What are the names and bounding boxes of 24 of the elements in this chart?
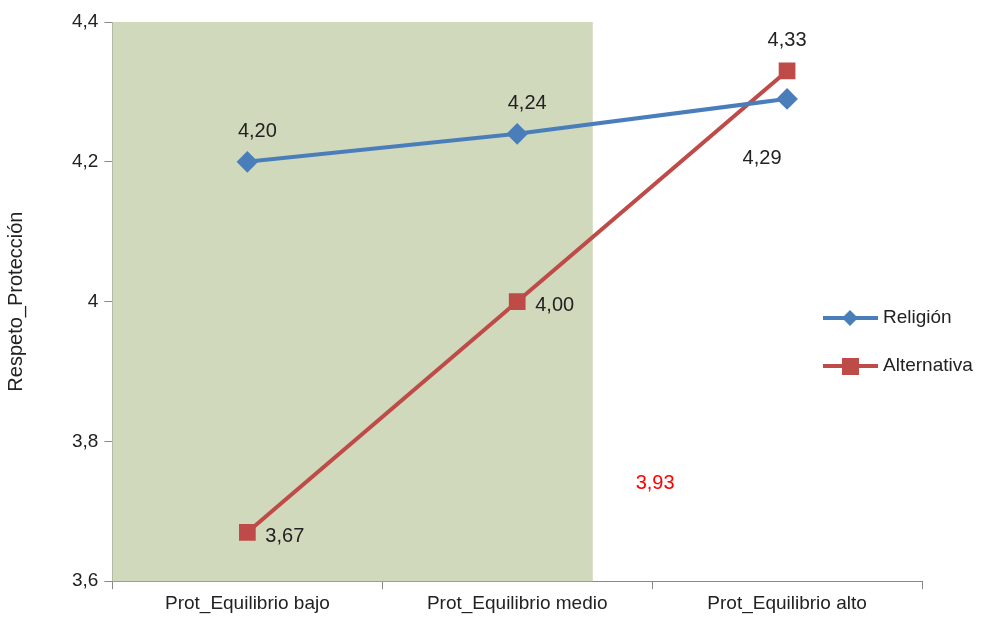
- point: [508, 293, 526, 310]
- annotation: 3,93: [635, 470, 675, 493]
- data-label: 4,24: [507, 91, 547, 114]
- point: [237, 151, 258, 172]
- data-label: 4,29: [742, 146, 782, 169]
- point: [777, 88, 798, 109]
- y-tick-label: 4,4: [71, 10, 99, 32]
- x-tick-label: Prot_Equilibrio bajo: [164, 591, 330, 614]
- y-axis-title: Respeto_Protección: [3, 211, 27, 392]
- x-tick-label: Prot_Equilibrio medio: [426, 591, 608, 614]
- y-tick-label: 4,2: [71, 150, 99, 172]
- point: [238, 523, 256, 541]
- point: [778, 62, 796, 80]
- legend-label: Religión: [883, 306, 952, 328]
- x-tick-label: Prot_Equilibrio alto: [707, 591, 867, 614]
- y-tick-label: 3,8: [71, 429, 99, 451]
- data-label: 3,67: [265, 523, 305, 546]
- legend-label: Alternativa: [883, 354, 974, 376]
- data-label: 4,00: [535, 293, 575, 316]
- y-tick-label: 4: [87, 289, 99, 311]
- data-label: 4,33: [767, 28, 807, 51]
- point: [507, 123, 528, 144]
- data-label: 4,20: [237, 119, 277, 142]
- y-tick-label: 3,6: [71, 569, 99, 591]
